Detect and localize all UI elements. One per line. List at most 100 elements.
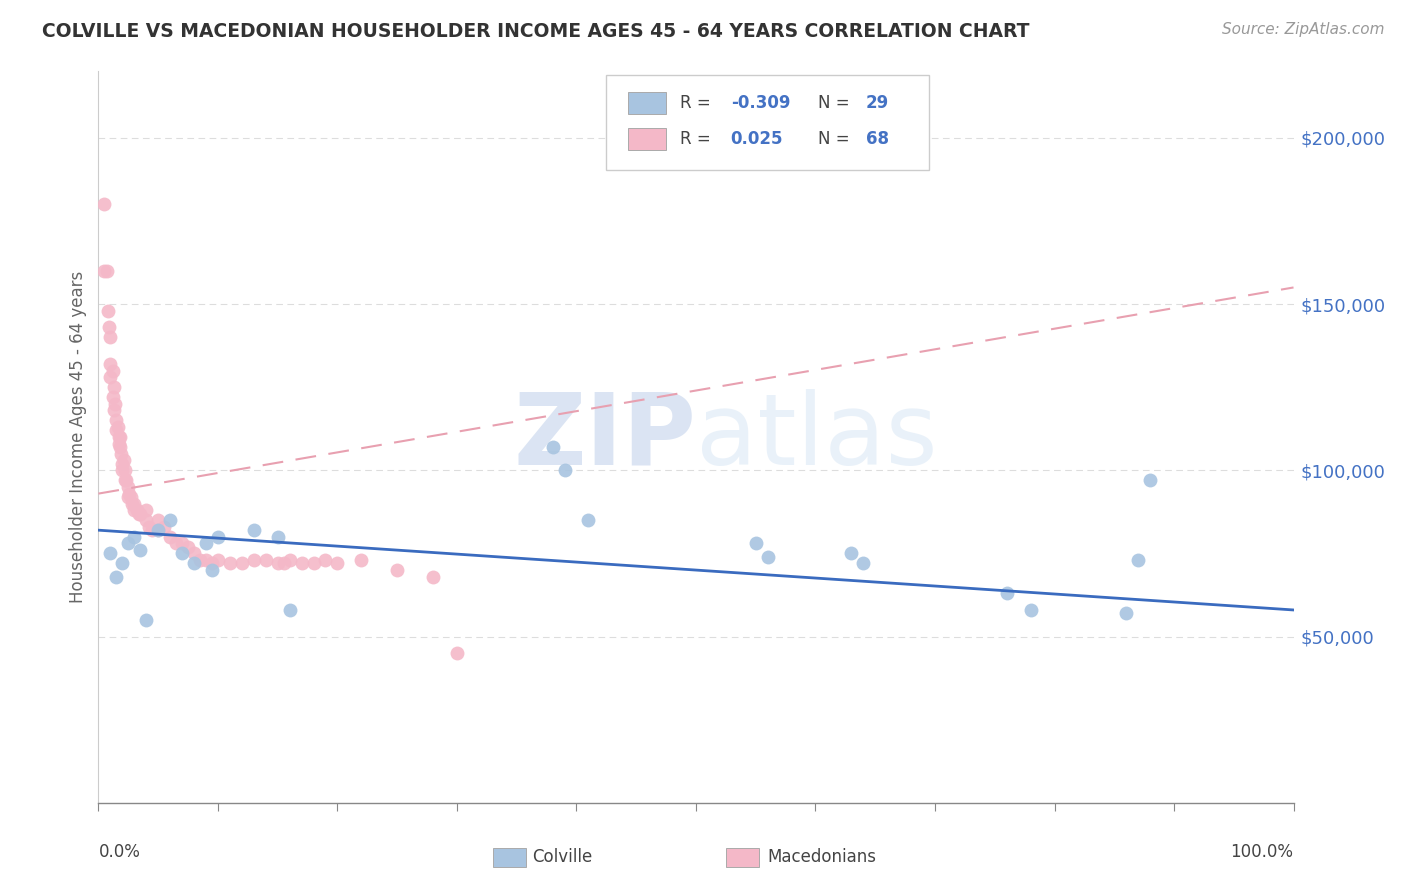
Point bbox=[183, 546, 205, 560]
FancyBboxPatch shape bbox=[628, 92, 666, 114]
Point bbox=[177, 540, 200, 554]
FancyBboxPatch shape bbox=[628, 128, 666, 151]
Point bbox=[141, 523, 163, 537]
Point bbox=[231, 557, 253, 571]
Point bbox=[98, 546, 122, 560]
FancyBboxPatch shape bbox=[606, 75, 929, 170]
Point bbox=[101, 390, 124, 404]
Point bbox=[97, 303, 120, 318]
Point bbox=[165, 536, 187, 550]
Point bbox=[153, 520, 176, 534]
Point bbox=[207, 530, 229, 544]
Point bbox=[243, 553, 266, 567]
Point bbox=[124, 503, 146, 517]
Point bbox=[96, 264, 118, 278]
Text: 0.025: 0.025 bbox=[731, 130, 783, 148]
Point bbox=[117, 480, 139, 494]
Point bbox=[117, 490, 139, 504]
Point bbox=[129, 543, 152, 558]
Point bbox=[148, 513, 170, 527]
Point bbox=[273, 557, 295, 571]
FancyBboxPatch shape bbox=[725, 848, 759, 867]
Point bbox=[243, 523, 266, 537]
Point bbox=[291, 557, 314, 571]
Point bbox=[128, 507, 150, 521]
Point bbox=[183, 557, 205, 571]
Point bbox=[254, 553, 277, 567]
Point bbox=[201, 557, 224, 571]
Point bbox=[188, 553, 211, 567]
Point bbox=[1139, 473, 1161, 487]
Text: Colville: Colville bbox=[533, 848, 592, 866]
Point bbox=[1128, 553, 1150, 567]
Point bbox=[326, 557, 349, 571]
Point bbox=[104, 397, 127, 411]
Point bbox=[745, 536, 768, 550]
Text: 68: 68 bbox=[866, 130, 889, 148]
Point bbox=[114, 463, 136, 477]
FancyBboxPatch shape bbox=[494, 848, 526, 867]
Point bbox=[756, 549, 779, 564]
Point bbox=[159, 530, 181, 544]
Point bbox=[105, 570, 128, 584]
Point bbox=[422, 570, 444, 584]
Point bbox=[219, 557, 242, 571]
Point bbox=[172, 546, 194, 560]
Text: COLVILLE VS MACEDONIAN HOUSEHOLDER INCOME AGES 45 - 64 YEARS CORRELATION CHART: COLVILLE VS MACEDONIAN HOUSEHOLDER INCOM… bbox=[42, 22, 1029, 41]
Text: atlas: atlas bbox=[696, 389, 938, 485]
Point bbox=[111, 463, 134, 477]
Point bbox=[135, 513, 157, 527]
Point bbox=[201, 563, 224, 577]
Point bbox=[98, 357, 122, 371]
Point bbox=[135, 503, 157, 517]
Point bbox=[125, 503, 148, 517]
Point bbox=[107, 430, 129, 444]
Point bbox=[115, 473, 138, 487]
Point bbox=[111, 457, 134, 471]
Point bbox=[93, 197, 115, 211]
Point bbox=[995, 586, 1018, 600]
Point bbox=[315, 553, 337, 567]
Point bbox=[195, 553, 218, 567]
Text: R =: R = bbox=[681, 130, 721, 148]
Text: 100.0%: 100.0% bbox=[1230, 843, 1294, 861]
Point bbox=[267, 557, 290, 571]
Point bbox=[114, 473, 136, 487]
Point bbox=[103, 403, 125, 417]
Point bbox=[841, 546, 863, 560]
Text: -0.309: -0.309 bbox=[731, 94, 790, 112]
Point bbox=[1019, 603, 1042, 617]
Point bbox=[112, 453, 135, 467]
Point bbox=[117, 536, 139, 550]
Point bbox=[124, 497, 146, 511]
Point bbox=[111, 557, 134, 571]
Point bbox=[108, 440, 131, 454]
Point bbox=[101, 363, 124, 377]
Point bbox=[118, 486, 141, 500]
Point bbox=[172, 536, 194, 550]
Point bbox=[124, 530, 146, 544]
Point bbox=[159, 513, 181, 527]
Point bbox=[98, 330, 122, 344]
Point bbox=[110, 447, 132, 461]
Point bbox=[121, 497, 143, 511]
Text: Source: ZipAtlas.com: Source: ZipAtlas.com bbox=[1222, 22, 1385, 37]
Point bbox=[107, 420, 129, 434]
Point bbox=[554, 463, 576, 477]
Point bbox=[302, 557, 325, 571]
Point bbox=[138, 520, 160, 534]
Point bbox=[103, 380, 125, 394]
Point bbox=[207, 553, 229, 567]
Text: 29: 29 bbox=[866, 94, 889, 112]
Point bbox=[98, 320, 121, 334]
Y-axis label: Householder Income Ages 45 - 64 years: Householder Income Ages 45 - 64 years bbox=[69, 271, 87, 603]
Point bbox=[385, 563, 409, 577]
Point bbox=[135, 613, 157, 627]
Point bbox=[108, 430, 131, 444]
Point bbox=[446, 646, 468, 660]
Point bbox=[278, 603, 301, 617]
Point bbox=[148, 523, 170, 537]
Point bbox=[1115, 607, 1137, 621]
Text: 0.0%: 0.0% bbox=[98, 843, 141, 861]
Text: N =: N = bbox=[818, 130, 855, 148]
